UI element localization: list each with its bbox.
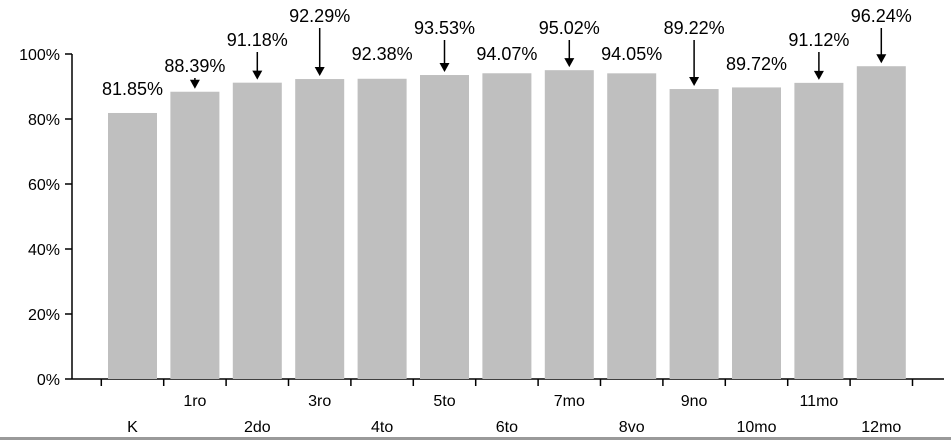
- label-arrowhead: [876, 54, 887, 64]
- x-tick-label: 7mo: [554, 393, 585, 410]
- bar: [295, 79, 345, 380]
- data-label: 94.05%: [601, 44, 662, 64]
- x-tick-label: 6to: [496, 419, 518, 436]
- bar: [357, 78, 407, 379]
- data-label: 91.18%: [227, 30, 288, 50]
- data-label: 89.22%: [664, 18, 725, 38]
- x-axis: K 1ro 2do 3ro 4to 5to 6to 7mo 8vo 9no 10mo 11mo 12mo: [72, 378, 944, 436]
- bar: [856, 66, 906, 379]
- x-tick-label: K: [127, 419, 138, 436]
- data-label: 95.02%: [539, 18, 600, 38]
- bar: [794, 82, 844, 380]
- x-tick-label: 12mo: [861, 419, 901, 436]
- bar: [669, 89, 719, 379]
- bar: [232, 82, 282, 379]
- x-tick-label: 10mo: [736, 419, 776, 436]
- y-tick-label: 100%: [19, 47, 60, 64]
- x-tick-label: 1ro: [183, 393, 206, 410]
- y-tick-label: 80%: [28, 112, 60, 129]
- bar: [108, 112, 157, 380]
- y-axis: 0% 20% 40% 60% 80% 100%: [19, 47, 73, 389]
- bar: [732, 87, 781, 379]
- label-arrowhead: [813, 70, 824, 80]
- label-arrowhead: [439, 63, 450, 73]
- data-label: 91.12%: [788, 30, 849, 50]
- y-tick-label: 40%: [28, 242, 60, 259]
- bar: [170, 91, 220, 380]
- bar: [607, 73, 657, 380]
- data-label: 89.72%: [726, 54, 787, 74]
- bar: [420, 75, 469, 379]
- data-label: 96.24%: [851, 6, 912, 26]
- data-labels: 81.85%88.39%91.18%92.29%92.38%93.53%94.0…: [102, 6, 912, 99]
- bottom-divider: [0, 437, 951, 440]
- y-tick-label: 0%: [37, 372, 60, 389]
- x-tick-label: 4to: [371, 419, 393, 436]
- label-arrowhead: [689, 77, 700, 87]
- y-tick-label: 20%: [28, 307, 60, 324]
- x-tick-label: 3ro: [308, 393, 331, 410]
- bar: [482, 73, 532, 380]
- label-arrowhead: [189, 79, 200, 89]
- data-label: 81.85%: [102, 79, 163, 99]
- y-tick-label: 60%: [28, 177, 60, 194]
- x-tick-label: 8vo: [619, 419, 645, 436]
- label-arrowhead: [564, 58, 575, 68]
- data-label: 92.38%: [352, 44, 413, 64]
- data-label: 94.07%: [476, 44, 537, 64]
- bars: [108, 66, 906, 380]
- data-label: 93.53%: [414, 18, 475, 38]
- x-tick-label: 9no: [681, 393, 708, 410]
- x-tick-label: 2do: [244, 419, 271, 436]
- label-arrowhead: [314, 67, 325, 77]
- x-tick-label: 11mo: [799, 393, 838, 410]
- x-tick-label: 5to: [433, 393, 455, 410]
- data-label: 92.29%: [289, 6, 350, 26]
- label-arrowhead: [252, 70, 263, 80]
- data-label: 88.39%: [164, 56, 225, 76]
- bar: [544, 70, 594, 379]
